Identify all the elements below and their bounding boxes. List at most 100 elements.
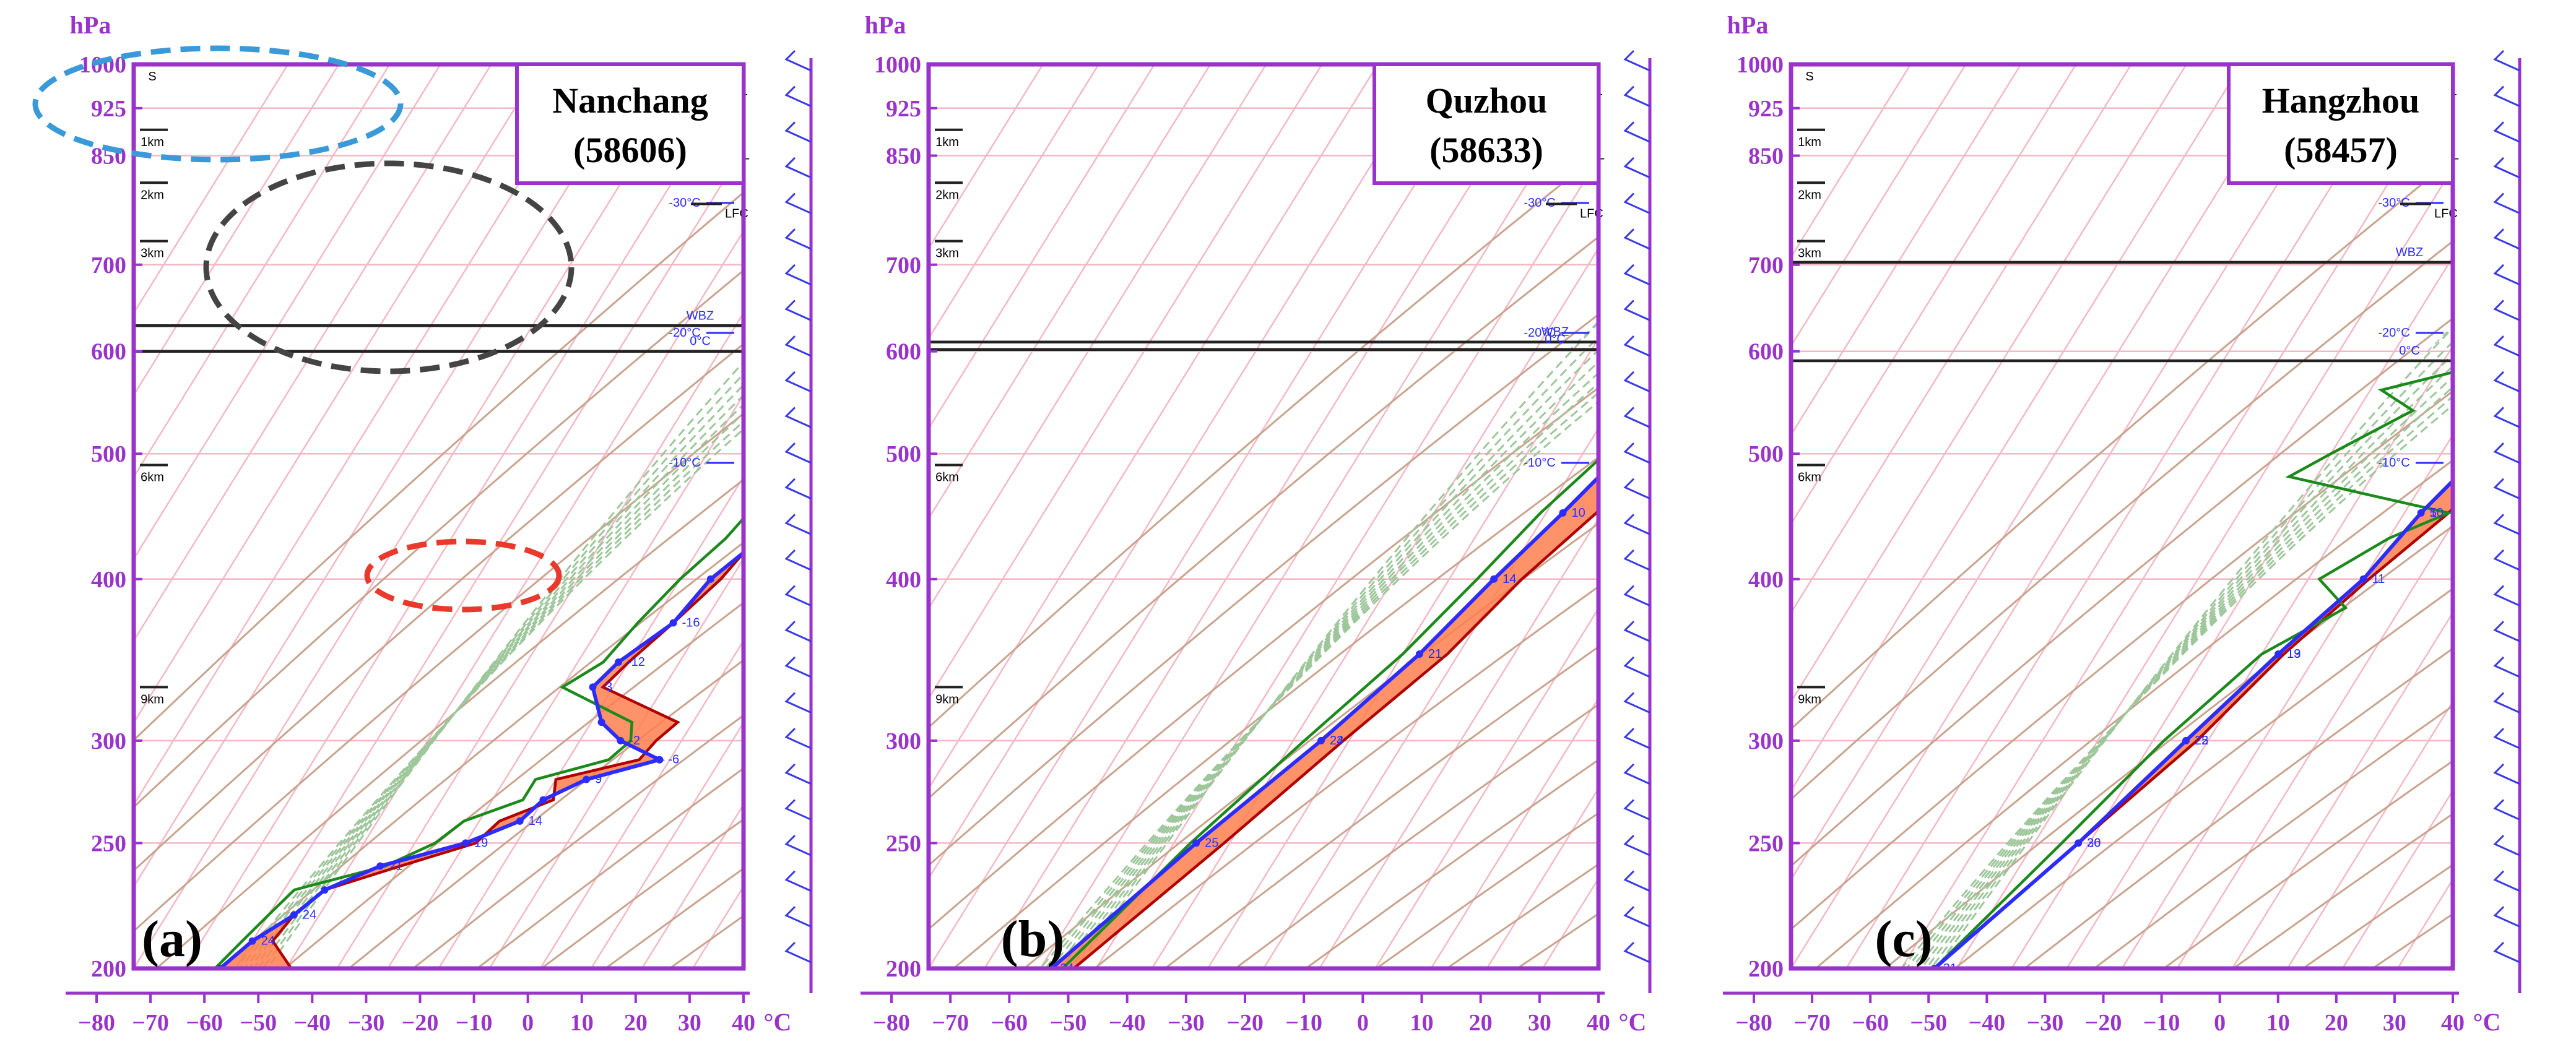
point-label: 24 (303, 908, 316, 921)
wind-barb (2493, 442, 2520, 464)
x-tick-label: 30 (1528, 1010, 1551, 1036)
dry-adiabat (1094, 585, 1598, 968)
wind-barb (1623, 192, 1650, 214)
freezing-level-label: 0°C (2399, 344, 2420, 358)
isotherm-line (1791, 64, 2077, 525)
dewpoint-line (1061, 458, 1598, 968)
wind-barb (1623, 121, 1650, 143)
y-tick-label: 700 (91, 252, 126, 278)
x-tick-label: 0 (522, 1010, 534, 1036)
dry-adiabat (2163, 759, 2453, 968)
parcel-point (583, 775, 591, 783)
wind-barb (1623, 300, 1650, 321)
isotherm-line (590, 721, 744, 968)
isotherm-line (438, 475, 744, 968)
isotherm-line (984, 64, 1546, 968)
y-tick-label: 400 (886, 567, 921, 593)
wind-barb-column (2493, 50, 2522, 993)
height-label: 1km (141, 136, 164, 149)
moist-adiabat (1910, 386, 2453, 968)
x-tick-label: −10 (456, 1010, 493, 1036)
point-label: 22 (2195, 734, 2208, 748)
parcel-point (1490, 575, 1498, 583)
wind-barb (1623, 799, 1650, 821)
dry-adiabat (2093, 704, 2453, 968)
point-label: 10 (1571, 506, 1585, 520)
x-tick-label: −30 (2027, 1010, 2064, 1036)
isotherm-mark: -10°C (2378, 456, 2409, 470)
isotherm-line (285, 230, 744, 968)
height-label: 9km (935, 692, 959, 706)
y-tick-label: 300 (886, 728, 921, 754)
point-label: -14 (1811, 300, 1829, 313)
moist-adiabat (1925, 353, 2453, 968)
wind-barb (1623, 549, 1650, 571)
wind-barb (784, 728, 812, 749)
height-label: S (148, 70, 156, 84)
parcel-point (1317, 736, 1325, 744)
wind-barb (2493, 656, 2520, 678)
y-tick-label: 850 (1748, 144, 1784, 170)
dry-adiabat (1791, 158, 2453, 731)
point-label: -16 (682, 616, 700, 630)
point-label: 19 (2287, 647, 2301, 661)
point-label: 14 (529, 814, 542, 828)
dry-adiabat (1884, 525, 2453, 968)
point-label: 10 (2430, 506, 2444, 520)
x-tick-label: −50 (240, 1010, 277, 1036)
x-tick-label: 40 (732, 1010, 755, 1036)
parcel-point (290, 911, 298, 919)
isotherm-line (1374, 606, 1598, 968)
isotherm-line (1845, 64, 2408, 968)
y-tick-label: 200 (886, 956, 921, 982)
x-tick-label: −80 (1735, 1010, 1772, 1036)
point-label: 5 (2430, 506, 2437, 520)
height-label: 1km (935, 136, 959, 149)
isotherm-line (929, 64, 1155, 430)
temperature-line (1072, 508, 1598, 968)
parcel-point (462, 839, 470, 847)
wind-barb (2493, 763, 2520, 785)
isotherm-line (1791, 64, 1912, 259)
wind-barb (784, 621, 812, 642)
parcel-point (776, 473, 783, 480)
point-label: -12 (627, 655, 645, 669)
wind-barb (2493, 870, 2520, 892)
plot-frame (131, 62, 746, 971)
height-label: 3km (141, 247, 164, 261)
point-label: 19 (474, 836, 488, 850)
y-axis-unit: hPa (1727, 11, 1769, 39)
isotherm-line (2176, 522, 2453, 968)
wind-barb (784, 870, 812, 892)
y-tick-label: 925 (1748, 96, 1784, 122)
y-tick-label: 925 (91, 96, 126, 122)
wind-barb (784, 549, 812, 571)
isotherm-mark: -30°C (669, 196, 700, 210)
x-tick-label: −50 (1050, 1010, 1087, 1036)
isotherm-mark: -10°C (669, 456, 700, 470)
parcel-point (1559, 509, 1567, 517)
dry-adiabat (1791, 390, 2453, 931)
isotherm-line (235, 147, 744, 968)
parcel-point (1192, 839, 1200, 847)
wind-barb (2493, 157, 2520, 179)
y-tick-label: 600 (886, 339, 921, 365)
y-tick-label: 600 (1748, 339, 1784, 365)
isotherm-line (1791, 64, 2297, 881)
parcel-point (376, 862, 384, 870)
height-label: 3km (935, 247, 959, 261)
isotherm-line (134, 64, 695, 968)
parcel-point (589, 683, 597, 691)
isotherm-line (2452, 967, 2453, 968)
point-label: -25 (1917, 219, 1935, 233)
isotherm-line (2121, 433, 2453, 968)
wind-barb (2493, 300, 2520, 321)
x-tick-label: 20 (2325, 1010, 2348, 1036)
wind-barb (1623, 728, 1650, 749)
x-tick-label: −40 (294, 1010, 331, 1036)
dry-adiabat (220, 541, 744, 968)
station-name: Quzhou (1426, 80, 1548, 121)
wbz-label: WBZ (1542, 326, 1569, 339)
x-tick-label: −40 (1109, 1010, 1146, 1036)
point-label: 11 (2372, 572, 2385, 586)
